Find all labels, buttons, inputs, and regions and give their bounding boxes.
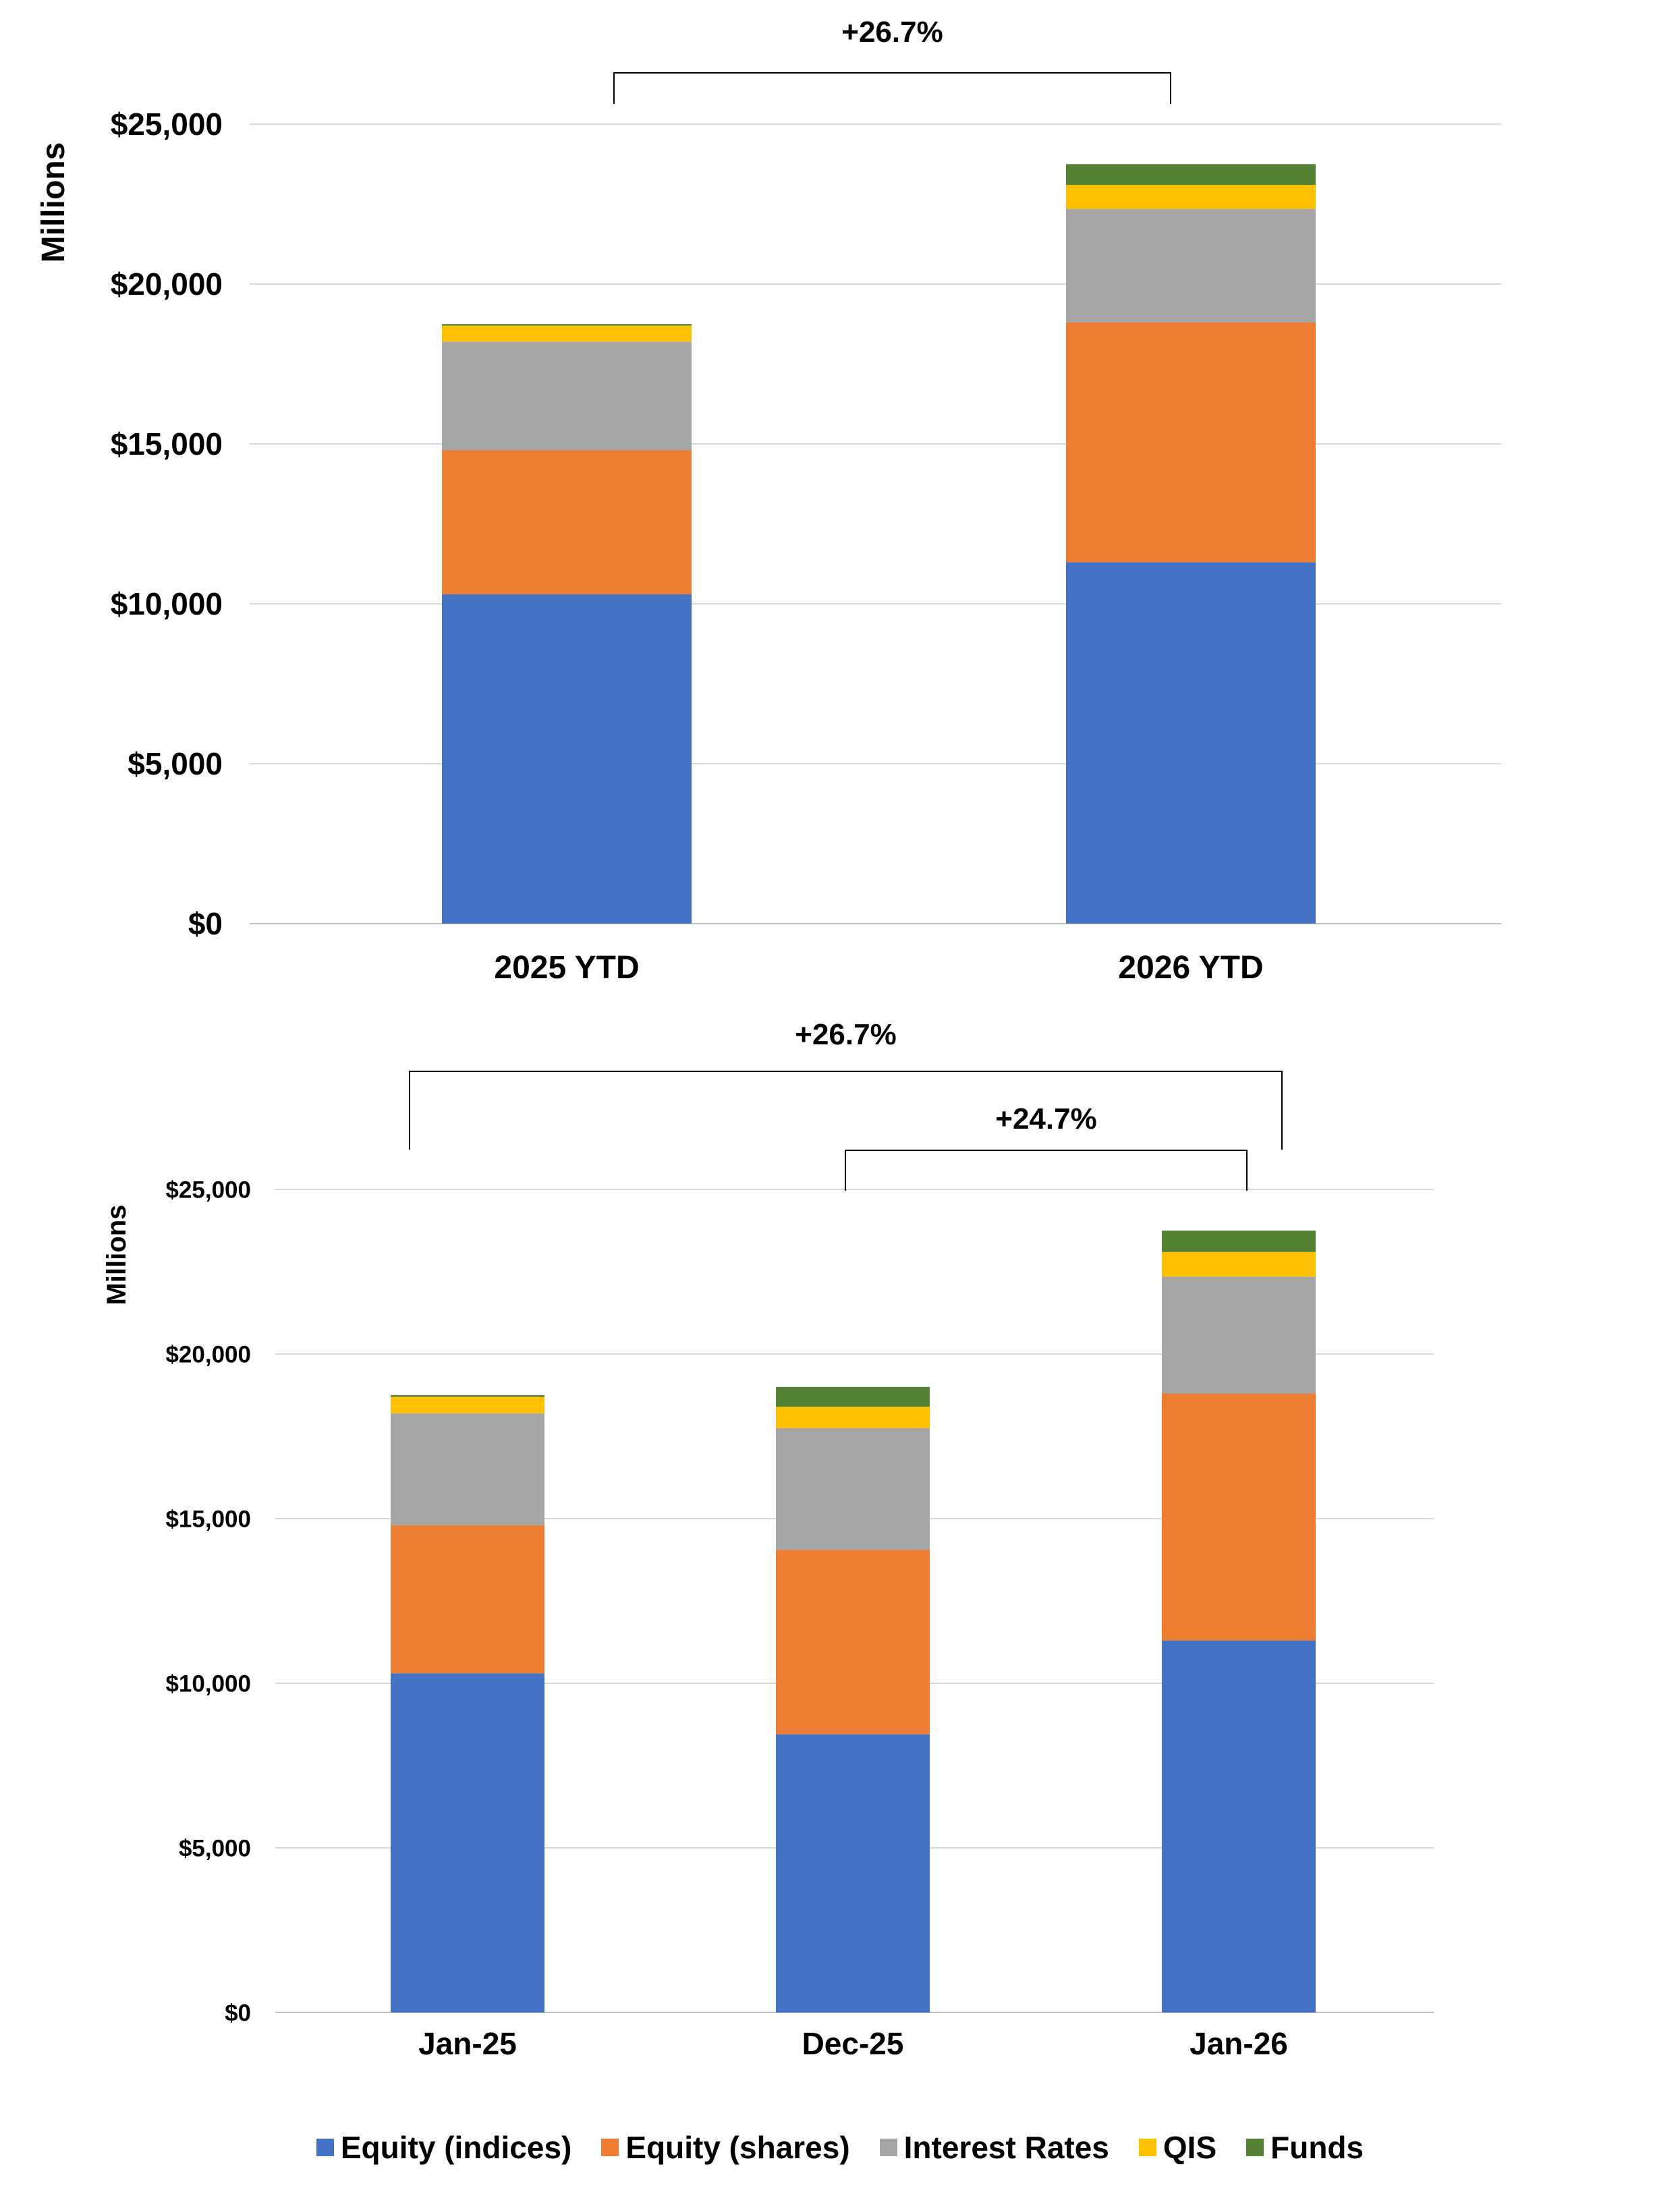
y-axis-label: Millions <box>102 1205 132 1305</box>
bar-funds-2026-ytd <box>1066 164 1316 186</box>
y-tick-label: $5,000 <box>128 746 223 781</box>
bar-interest-rates-jan-26 <box>1162 1276 1316 1394</box>
legend-label-qis: QIS <box>1163 2130 1217 2165</box>
bar-interest-rates-jan-25 <box>391 1413 544 1525</box>
legend-swatch-interest-rates <box>879 2139 897 2156</box>
y-tick-label: $0 <box>188 906 223 941</box>
bar-funds-jan-25 <box>391 1395 544 1397</box>
bar-funds-jan-26 <box>1162 1231 1316 1252</box>
legend-item-qis: QIS <box>1138 2129 1217 2166</box>
legend-item-interest-rates: Interest Rates <box>879 2129 1109 2166</box>
y-tick-label: $25,000 <box>111 107 223 142</box>
y-tick-label: $20,000 <box>165 1341 251 1368</box>
bar-interest-rates-2026-ytd <box>1066 208 1316 322</box>
bar-interest-rates-dec-25 <box>776 1428 930 1550</box>
bar-funds-2025-ytd <box>442 324 692 326</box>
bar-equity-indices-jan-25 <box>391 1673 544 2012</box>
legend: Equity (indices) Equity (shares) Interes… <box>0 2124 1680 2171</box>
bar-equity-shares-jan-25 <box>391 1525 544 1674</box>
top-chart: $0 $5,000 $10,000 $15,000 $20,000 $25,000 Mill… <box>36 16 1501 986</box>
bar-qis-2025-ytd <box>442 325 692 342</box>
bar-funds-dec-25 <box>776 1386 930 1407</box>
y-tick-label: $10,000 <box>111 586 223 621</box>
legend-item-equity-indices: Equity (indices) <box>316 2129 571 2166</box>
legend-swatch-equity-indices <box>316 2139 334 2156</box>
comparison-bracket <box>845 1150 1248 1191</box>
y-axis-label: Millions <box>36 142 72 263</box>
x-tick-label: Jan-25 <box>418 2026 517 2061</box>
comparison-bracket <box>409 1071 1283 1150</box>
legend-swatch-equity-shares <box>601 2139 619 2156</box>
legend-label-funds: Funds <box>1270 2130 1364 2165</box>
legend-label-interest-rates: Interest Rates <box>903 2130 1109 2165</box>
legend-item-equity-shares: Equity (shares) <box>601 2129 850 2166</box>
bottom-chart: $0 $5,000 $10,000 $15,000 $20,000 $25,000 Mill… <box>102 1018 1434 2061</box>
growth-annotation: +24.7% <box>995 1102 1096 1135</box>
x-tick-label: Jan-26 <box>1189 2026 1288 2061</box>
growth-annotation: +26.7% <box>795 1018 896 1051</box>
bar-equity-indices-jan-26 <box>1162 1640 1316 2012</box>
growth-annotation: +26.7% <box>841 16 943 49</box>
x-tick-label: 2026 YTD <box>1118 950 1263 986</box>
bar-equity-indices-2025-ytd <box>442 594 692 924</box>
legend-swatch-funds <box>1246 2139 1264 2156</box>
x-tick-label: 2025 YTD <box>494 950 639 986</box>
bar-equity-shares-dec-25 <box>776 1550 930 1735</box>
bar-equity-indices-2026-ytd <box>1066 562 1316 924</box>
bar-qis-jan-26 <box>1162 1251 1316 1277</box>
legend-item-funds: Funds <box>1246 2129 1364 2166</box>
bar-equity-indices-dec-25 <box>776 1734 930 2012</box>
bar-qis-jan-25 <box>391 1397 544 1413</box>
bar-equity-shares-2026-ytd <box>1066 322 1316 563</box>
bar-qis-2026-ytd <box>1066 185 1316 209</box>
comparison-bracket <box>613 72 1171 104</box>
y-tick-label: $15,000 <box>111 426 223 461</box>
y-tick-label: $25,000 <box>165 1177 251 1203</box>
bar-interest-rates-2025-ytd <box>442 341 692 451</box>
x-tick-label: Dec-25 <box>802 2026 904 2061</box>
y-tick-label: $10,000 <box>165 1670 251 1697</box>
bar-equity-shares-2025-ytd <box>442 450 692 594</box>
y-tick-label: $0 <box>225 2000 251 2026</box>
bar-equity-shares-jan-26 <box>1162 1393 1316 1641</box>
bar-qis-dec-25 <box>776 1407 930 1428</box>
y-tick-label: $20,000 <box>111 266 223 302</box>
legend-swatch-qis <box>1138 2139 1156 2156</box>
legend-label-equity-shares: Equity (shares) <box>625 2130 850 2165</box>
legend-label-equity-indices: Equity (indices) <box>340 2130 572 2165</box>
y-tick-label: $15,000 <box>165 1506 251 1532</box>
y-tick-label: $5,000 <box>179 1835 251 1861</box>
